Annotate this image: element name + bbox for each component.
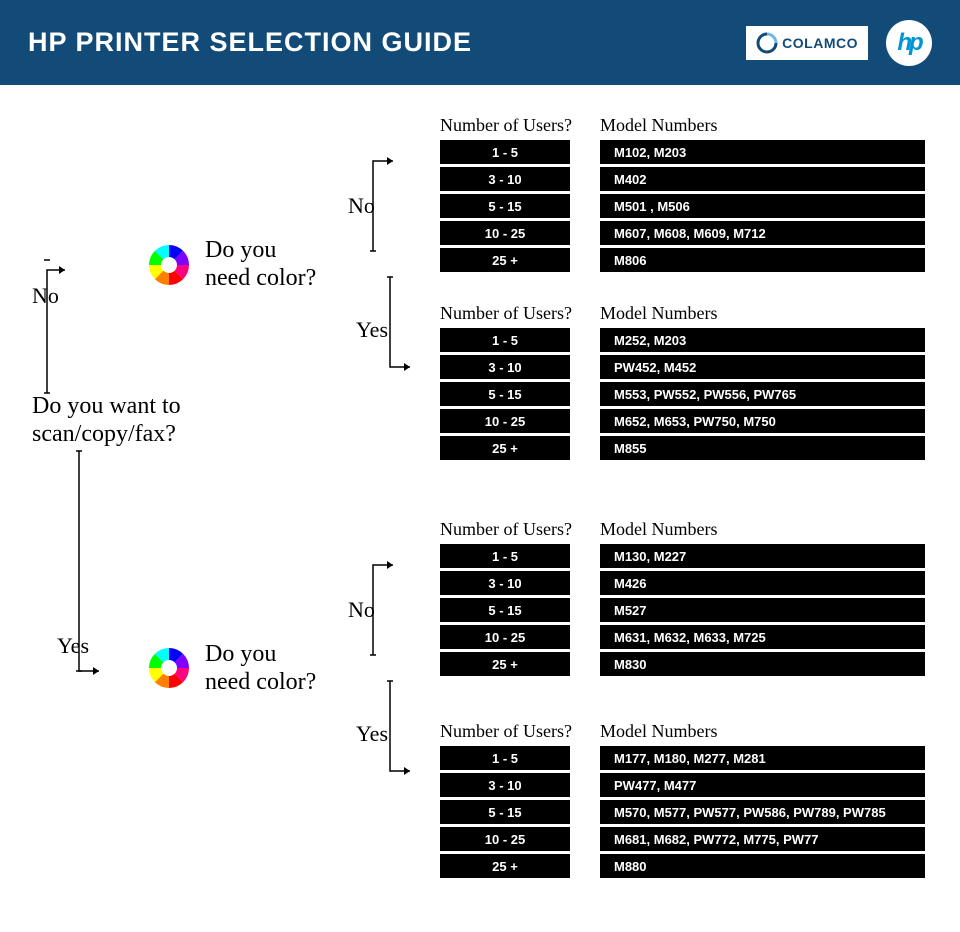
user-range-cell: 10 - 25	[440, 827, 570, 851]
root-yes-label: Yes	[57, 633, 89, 659]
models-cells-1: M252, M203 PW452, M452 M553, PW552, PW556,…	[600, 328, 925, 460]
models-block-3: Model Numbers M177, M180, M277, M281 PW47…	[600, 721, 925, 878]
user-range-cell: 25 +	[440, 854, 570, 878]
header-logos: COLAMCO hp	[746, 20, 932, 66]
models-block-2: Model Numbers M130, M227 M426 M527 M631, M6…	[600, 519, 925, 676]
user-range-cell: 3 - 10	[440, 571, 570, 595]
models-cells-2: M130, M227 M426 M527 M631, M632, M633, M725…	[600, 544, 925, 676]
connector-color-top-no	[373, 153, 413, 253]
models-cells-0: M102, M203 M402 M501 , M506 M607, M608, M60…	[600, 140, 925, 272]
model-cell: M855	[600, 436, 925, 460]
page-header: HP PRINTER SELECTION GUIDE COLAMCO hp	[0, 0, 960, 85]
model-cell: M607, M608, M609, M712	[600, 221, 925, 245]
model-cell: M806	[600, 248, 925, 272]
color-wheel-icon	[144, 643, 194, 693]
connector-root-no	[47, 260, 147, 400]
users-cells-1: 1 - 5 3 - 10 5 - 15 10 - 25 25 +	[440, 328, 572, 460]
users-heading: Number of Users?	[440, 721, 572, 742]
users-block-1: Number of Users? 1 - 5 3 - 10 5 - 15 10 - 2…	[440, 303, 572, 460]
question-color-top: Do you need color?	[205, 237, 316, 292]
models-heading: Model Numbers	[600, 721, 925, 742]
model-cell: M102, M203	[600, 140, 925, 164]
users-block-2: Number of Users? 1 - 5 3 - 10 5 - 15 10 - 2…	[440, 519, 572, 676]
users-heading: Number of Users?	[440, 115, 572, 136]
user-range-cell: 1 - 5	[440, 544, 570, 568]
user-range-cell: 25 +	[440, 652, 570, 676]
model-cell: M830	[600, 652, 925, 676]
user-range-cell: 3 - 10	[440, 167, 570, 191]
question-scan: Do you want to scan/copy/fax?	[32, 393, 181, 448]
model-cell: M527	[600, 598, 925, 622]
models-block-0: Model Numbers M102, M203M402M501 , M506M…	[600, 115, 925, 272]
connector-color-top-yes	[390, 277, 430, 377]
model-cell: M402	[600, 167, 925, 191]
colamco-logo: COLAMCO	[746, 26, 868, 60]
user-range-cell: 3 - 10	[440, 355, 570, 379]
connector-color-bottom-yes	[390, 681, 430, 781]
user-range-cell: 10 - 25	[440, 221, 570, 245]
user-range-cell: 1 - 5	[440, 746, 570, 770]
user-range-cell: 1 - 5	[440, 328, 570, 352]
models-heading: Model Numbers	[600, 115, 925, 136]
model-cell: M880	[600, 854, 925, 878]
page-title: HP PRINTER SELECTION GUIDE	[28, 27, 472, 58]
user-range-cell: 5 - 15	[440, 800, 570, 824]
users-heading: Number of Users?	[440, 519, 572, 540]
model-cell: M501 , M506	[600, 194, 925, 218]
model-cell: M177, M180, M277, M281	[600, 746, 925, 770]
model-cell: M652, M653, PW750, M750	[600, 409, 925, 433]
users-block-0: Number of Users? 1 - 5 3 - 10 5 - 15 10 - 2…	[440, 115, 572, 272]
color-top-yes-label: Yes	[356, 317, 388, 343]
user-range-cell: 5 - 15	[440, 382, 570, 406]
model-cell: M426	[600, 571, 925, 595]
model-cell: M570, M577, PW577, PW586, PW789, PW785	[600, 800, 925, 824]
users-heading: Number of Users?	[440, 303, 572, 324]
user-range-cell: 25 +	[440, 248, 570, 272]
colamco-label: COLAMCO	[782, 35, 858, 51]
users-block-3: Number of Users? 1 - 5 3 - 10 5 - 15 10 - 2…	[440, 721, 572, 878]
models-heading: Model Numbers	[600, 303, 925, 324]
user-range-cell: 3 - 10	[440, 773, 570, 797]
user-range-cell: 10 - 25	[440, 625, 570, 649]
question-color-bottom: Do you need color?	[205, 641, 316, 696]
models-block-1: Model Numbers M252, M203 PW452, M452 M553,…	[600, 303, 925, 460]
model-cell: PW477, M477	[600, 773, 925, 797]
hp-label: hp	[897, 29, 920, 57]
user-range-cell: 5 - 15	[440, 194, 570, 218]
color-bottom-yes-label: Yes	[356, 721, 388, 747]
user-range-cell: 5 - 15	[440, 598, 570, 622]
connector-color-bottom-no	[373, 557, 413, 657]
model-cell: M252, M203	[600, 328, 925, 352]
users-cells-0: 1 - 5 3 - 10 5 - 15 10 - 25 25 +	[440, 140, 572, 272]
model-cell: M681, M682, PW772, M775, PW77	[600, 827, 925, 851]
decision-canvas: Do you want to scan/copy/fax? No Yes Do …	[0, 85, 960, 932]
users-cells-2: 1 - 5 3 - 10 5 - 15 10 - 25 25 +	[440, 544, 572, 676]
user-range-cell: 1 - 5	[440, 140, 570, 164]
colamco-icon	[756, 32, 778, 54]
model-cell: M631, M632, M633, M725	[600, 625, 925, 649]
color-wheel-icon	[144, 240, 194, 290]
model-cell: M130, M227	[600, 544, 925, 568]
models-cells-3: M177, M180, M277, M281 PW477, M477 M570, M…	[600, 746, 925, 878]
model-cell: M553, PW552, PW556, PW765	[600, 382, 925, 406]
models-heading: Model Numbers	[600, 519, 925, 540]
root-no-label: No	[32, 283, 59, 309]
users-cells-3: 1 - 5 3 - 10 5 - 15 10 - 25 25 +	[440, 746, 572, 878]
user-range-cell: 10 - 25	[440, 409, 570, 433]
user-range-cell: 25 +	[440, 436, 570, 460]
model-cell: PW452, M452	[600, 355, 925, 379]
color-bottom-no-label: No	[348, 597, 375, 623]
color-top-no-label: No	[348, 193, 375, 219]
hp-logo: hp	[886, 20, 932, 66]
